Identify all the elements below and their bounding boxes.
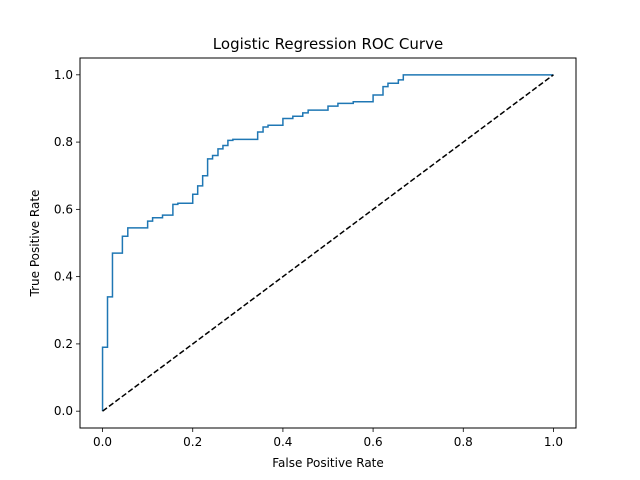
y-axis-label: True Positive Rate	[28, 190, 42, 298]
x-tick-label: 0.2	[183, 435, 202, 449]
y-tick-label: 1.0	[54, 68, 73, 82]
chart-title: Logistic Regression ROC Curve	[213, 35, 443, 53]
axis-ticks: 0.0 0.2 0.4 0.6 0.8 1.0 0.0 0.2 0.4 0.6 0.8 1.0	[54, 68, 563, 449]
plot-frame	[79, 57, 577, 429]
chance-diagonal-line	[102, 74, 554, 412]
x-axis-label: False Positive Rate	[272, 456, 384, 470]
plot-area	[101, 74, 554, 412]
roc-curve-line	[101, 74, 554, 412]
x-tick-label: 1.0	[544, 435, 563, 449]
y-tick-label: 0.8	[54, 135, 73, 149]
x-tick-label: 0.6	[364, 435, 383, 449]
y-tick-label: 0.6	[54, 202, 73, 216]
x-tick-label: 0.8	[454, 435, 473, 449]
x-tick-label: 0.0	[93, 435, 112, 449]
x-tick-label: 0.4	[273, 435, 292, 449]
y-tick-label: 0.2	[54, 337, 73, 351]
y-tick-label: 0.0	[54, 404, 73, 418]
y-tick-label: 0.4	[54, 270, 73, 284]
